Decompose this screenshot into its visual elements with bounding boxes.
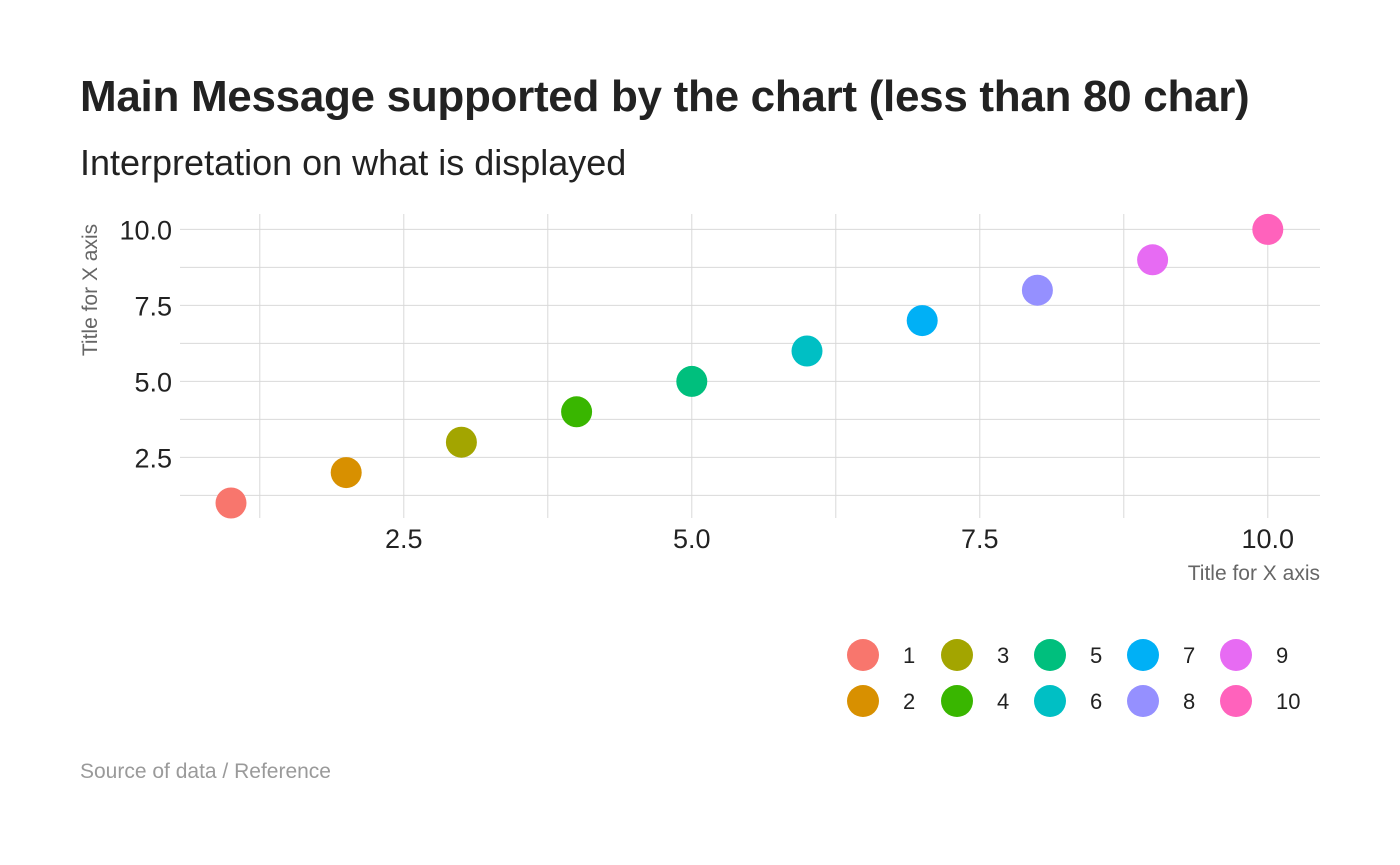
x-tick-label: 10.0 — [1242, 524, 1295, 554]
x-tick-label: 7.5 — [961, 524, 999, 554]
y-tick-label: 5.0 — [134, 367, 172, 397]
legend: 1 2 3 4 5 6 7 8 9 10 — [847, 639, 1300, 717]
x-tick-label: 2.5 — [385, 524, 423, 554]
data-point — [561, 396, 593, 428]
legend-item: 7 — [1127, 639, 1195, 671]
legend-item: 8 — [1127, 685, 1195, 717]
legend-swatch — [1034, 685, 1066, 717]
legend-item: 6 — [1034, 685, 1102, 717]
chart-title: Main Message supported by the chart (les… — [80, 72, 1250, 121]
data-point — [791, 335, 823, 367]
legend-swatch — [1127, 639, 1159, 671]
tick-labels: 2.5 5.0 7.5 10.0 2.5 5.0 7.5 10.0 — [119, 215, 1294, 554]
legend-label: 9 — [1276, 643, 1288, 668]
x-tick-label: 5.0 — [673, 524, 711, 554]
legend-label: 6 — [1090, 689, 1102, 714]
y-tick-label: 10.0 — [119, 215, 172, 245]
data-point — [906, 305, 938, 337]
data-point — [1252, 213, 1284, 245]
legend-swatch — [1220, 639, 1252, 671]
legend-label: 3 — [997, 643, 1009, 668]
legend-swatch — [941, 639, 973, 671]
data-point — [1021, 274, 1053, 306]
legend-swatch — [847, 685, 879, 717]
x-axis-title: Title for X axis — [1188, 562, 1320, 585]
data-point — [676, 365, 708, 397]
source-caption: Source of data / Reference — [80, 760, 331, 783]
legend-label: 7 — [1183, 643, 1195, 668]
chart-subtitle: Interpretation on what is displayed — [80, 142, 627, 183]
legend-label: 2 — [903, 689, 915, 714]
data-points — [215, 213, 1284, 519]
y-tick-label: 7.5 — [134, 291, 172, 321]
legend-item: 10 — [1220, 685, 1300, 717]
legend-swatch — [1220, 685, 1252, 717]
legend-item: 9 — [1220, 639, 1288, 671]
legend-item: 5 — [1034, 639, 1102, 671]
legend-swatch — [1127, 685, 1159, 717]
legend-label: 4 — [997, 689, 1009, 714]
legend-label: 8 — [1183, 689, 1195, 714]
data-point — [215, 487, 247, 519]
data-point — [445, 426, 477, 458]
legend-label: 5 — [1090, 643, 1102, 668]
legend-item: 4 — [941, 685, 1009, 717]
legend-label: 1 — [903, 643, 915, 668]
legend-item: 3 — [941, 639, 1009, 671]
y-tick-label: 2.5 — [134, 443, 172, 473]
legend-swatch — [847, 639, 879, 671]
legend-swatch — [1034, 639, 1066, 671]
legend-swatch — [941, 685, 973, 717]
data-point — [1137, 244, 1169, 276]
legend-item: 1 — [847, 639, 915, 671]
y-axis-title: Title for X axis — [79, 224, 102, 356]
data-point — [330, 457, 362, 489]
grid-lines — [180, 214, 1320, 518]
legend-label: 10 — [1276, 689, 1300, 714]
legend-item: 2 — [847, 685, 915, 717]
